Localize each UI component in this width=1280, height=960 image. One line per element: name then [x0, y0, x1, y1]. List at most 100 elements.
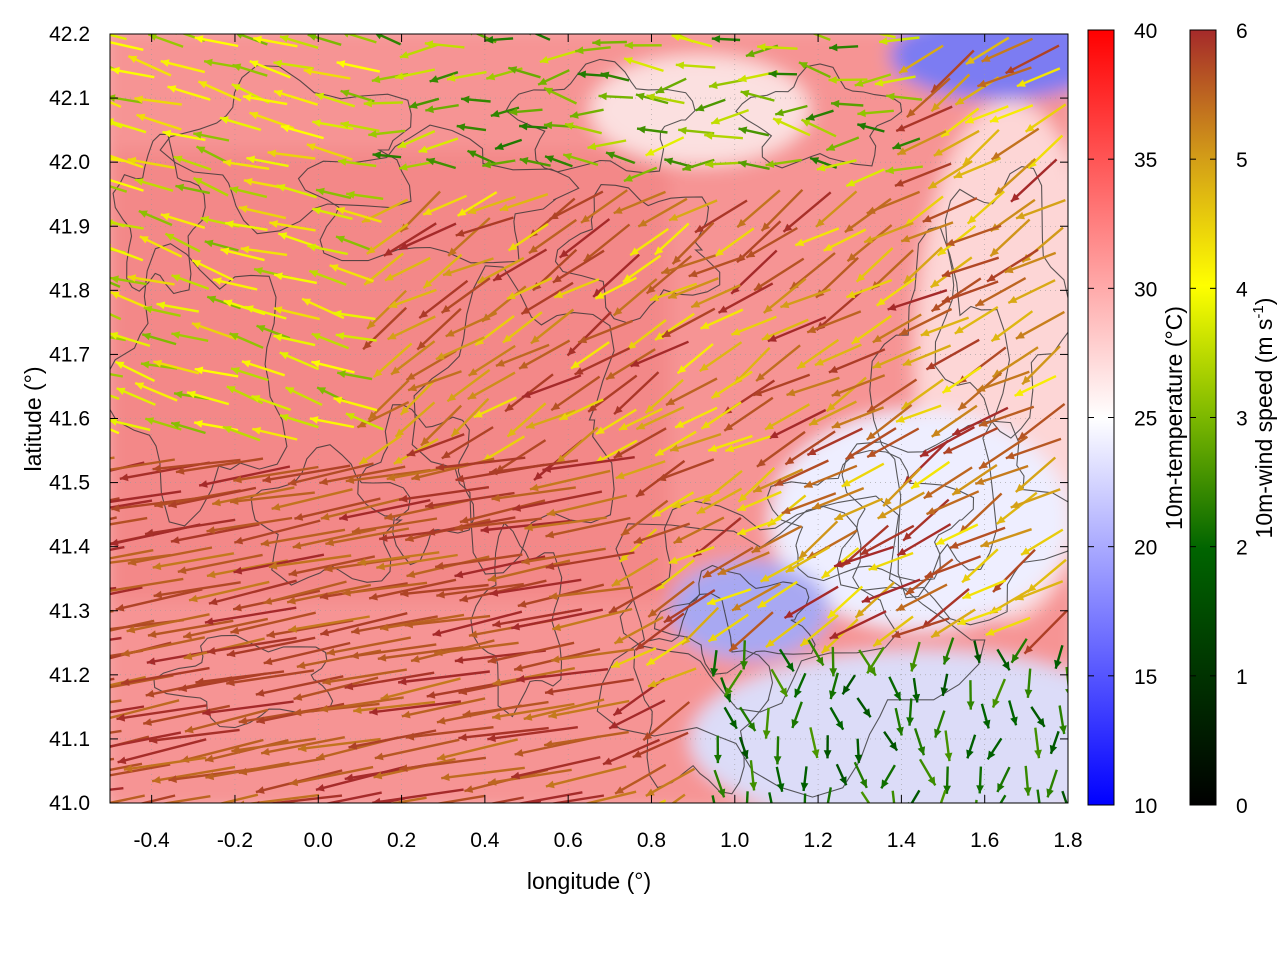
wind-vector-head — [127, 558, 137, 566]
wind-vector-head — [455, 474, 465, 483]
wind-vector-head — [543, 121, 553, 130]
wind-vector-shaft — [110, 553, 171, 564]
wind-vector-shaft — [388, 288, 437, 309]
wind-vector-head — [90, 468, 99, 476]
wind-vector-head — [1021, 547, 1031, 555]
wind-vector-head — [231, 84, 241, 92]
wind-vector-head — [189, 594, 198, 603]
wind-vector-head — [419, 310, 429, 319]
wind-vector-head — [207, 295, 217, 304]
wind-vector-head — [854, 79, 864, 87]
wind-vector-head — [574, 367, 584, 375]
wind-vector-shaft — [602, 738, 660, 766]
wind-vector-head — [372, 151, 381, 160]
wind-vector-head — [571, 360, 580, 369]
wind-vector-head — [523, 713, 533, 721]
wind-vector-shaft — [434, 553, 523, 569]
wind-vector-shaft — [761, 318, 809, 341]
wind-vector-shaft — [110, 178, 144, 192]
wind-vector-head — [514, 664, 523, 672]
wind-vector-shaft — [502, 311, 543, 344]
wind-vector-head — [151, 815, 160, 823]
wind-vector-head — [400, 406, 410, 415]
wind-vector-head — [989, 115, 999, 123]
wind-vector-shaft — [961, 548, 999, 584]
wind-vector-head — [791, 719, 799, 728]
wind-vector-shaft — [434, 794, 485, 803]
wind-vector-shaft — [760, 188, 804, 232]
wind-vector-head — [376, 562, 385, 571]
colorbar-tick-label: 35 — [1134, 149, 1157, 172]
wind-vector-head — [962, 591, 972, 599]
wind-vector-head — [962, 574, 971, 583]
wind-vector-shaft — [926, 490, 980, 516]
wind-vector-head — [489, 467, 498, 476]
wind-vector-shaft — [717, 551, 770, 576]
wind-vector-head — [119, 473, 129, 482]
wind-vector-head — [936, 537, 945, 545]
wind-vector-head — [178, 684, 188, 692]
wind-vector-head — [183, 652, 193, 660]
wind-vector-head — [212, 498, 221, 507]
wind-vector-shaft — [234, 519, 321, 544]
wind-vector-head — [194, 366, 204, 375]
wind-vector-head — [796, 26, 805, 33]
wind-vector-head — [627, 341, 637, 350]
wind-vector-head — [930, 279, 940, 288]
wind-vector-head — [751, 545, 761, 553]
wind-vector-shaft — [980, 528, 1032, 548]
wind-vector-shaft — [494, 439, 547, 474]
wind-vector-head — [311, 360, 321, 368]
wind-vector-head — [233, 475, 242, 484]
wind-vector-head — [668, 291, 678, 299]
wind-vector-head — [223, 159, 232, 167]
wind-vector-head — [198, 81, 208, 89]
wind-vector-head — [678, 126, 687, 135]
wind-vector-head — [326, 648, 336, 656]
wind-vector-shaft — [930, 608, 976, 639]
wind-vector-shaft — [206, 559, 289, 578]
wind-vector-head — [379, 623, 389, 632]
wind-vector-head — [942, 655, 951, 665]
wind-vector-head — [905, 586, 915, 595]
wind-vector-head — [195, 677, 204, 686]
wind-vector-head — [775, 108, 784, 117]
wind-vector-shaft — [544, 678, 634, 694]
x-tick-label: 1.6 — [970, 829, 999, 852]
wind-vector-shaft — [711, 795, 716, 803]
wind-vector-head — [279, 352, 289, 360]
wind-vector-shaft — [206, 516, 293, 533]
wind-vector-head — [425, 501, 434, 510]
wind-vector-head — [361, 215, 371, 223]
wind-vector-shaft — [293, 676, 379, 701]
wind-vector-head — [25, 593, 33, 601]
wind-vector-head — [82, 111, 91, 118]
wind-vector-head — [37, 708, 46, 716]
wind-vector-shaft — [110, 100, 122, 108]
wind-vector-shaft — [753, 257, 805, 292]
wind-vector-head — [941, 128, 950, 137]
wind-vector-head — [943, 446, 953, 454]
wind-vector-shaft — [492, 248, 548, 282]
wind-vector-shaft — [895, 105, 953, 133]
wind-vector-shaft — [383, 222, 437, 257]
wind-vector-shaft — [110, 185, 128, 193]
wind-vector-head — [663, 614, 673, 623]
wind-vector-head — [408, 383, 418, 392]
wind-vector-head — [117, 756, 127, 765]
wind-vector-head — [702, 570, 712, 578]
wind-vector-head — [241, 360, 251, 368]
wind-vector-head — [399, 242, 409, 250]
wind-vector-head — [135, 382, 145, 390]
wind-vector-shaft — [1004, 251, 1057, 274]
wind-vector-head — [230, 626, 240, 635]
wind-vector-head — [204, 58, 213, 67]
wind-vector-head — [175, 183, 185, 192]
wind-vector-shaft — [546, 494, 628, 516]
wind-vector-head — [252, 427, 262, 435]
wind-vector-head — [883, 497, 892, 507]
wind-vector-head — [91, 179, 100, 186]
wind-vector-head — [128, 55, 138, 63]
y-tick-label: 41.2 — [49, 664, 90, 687]
